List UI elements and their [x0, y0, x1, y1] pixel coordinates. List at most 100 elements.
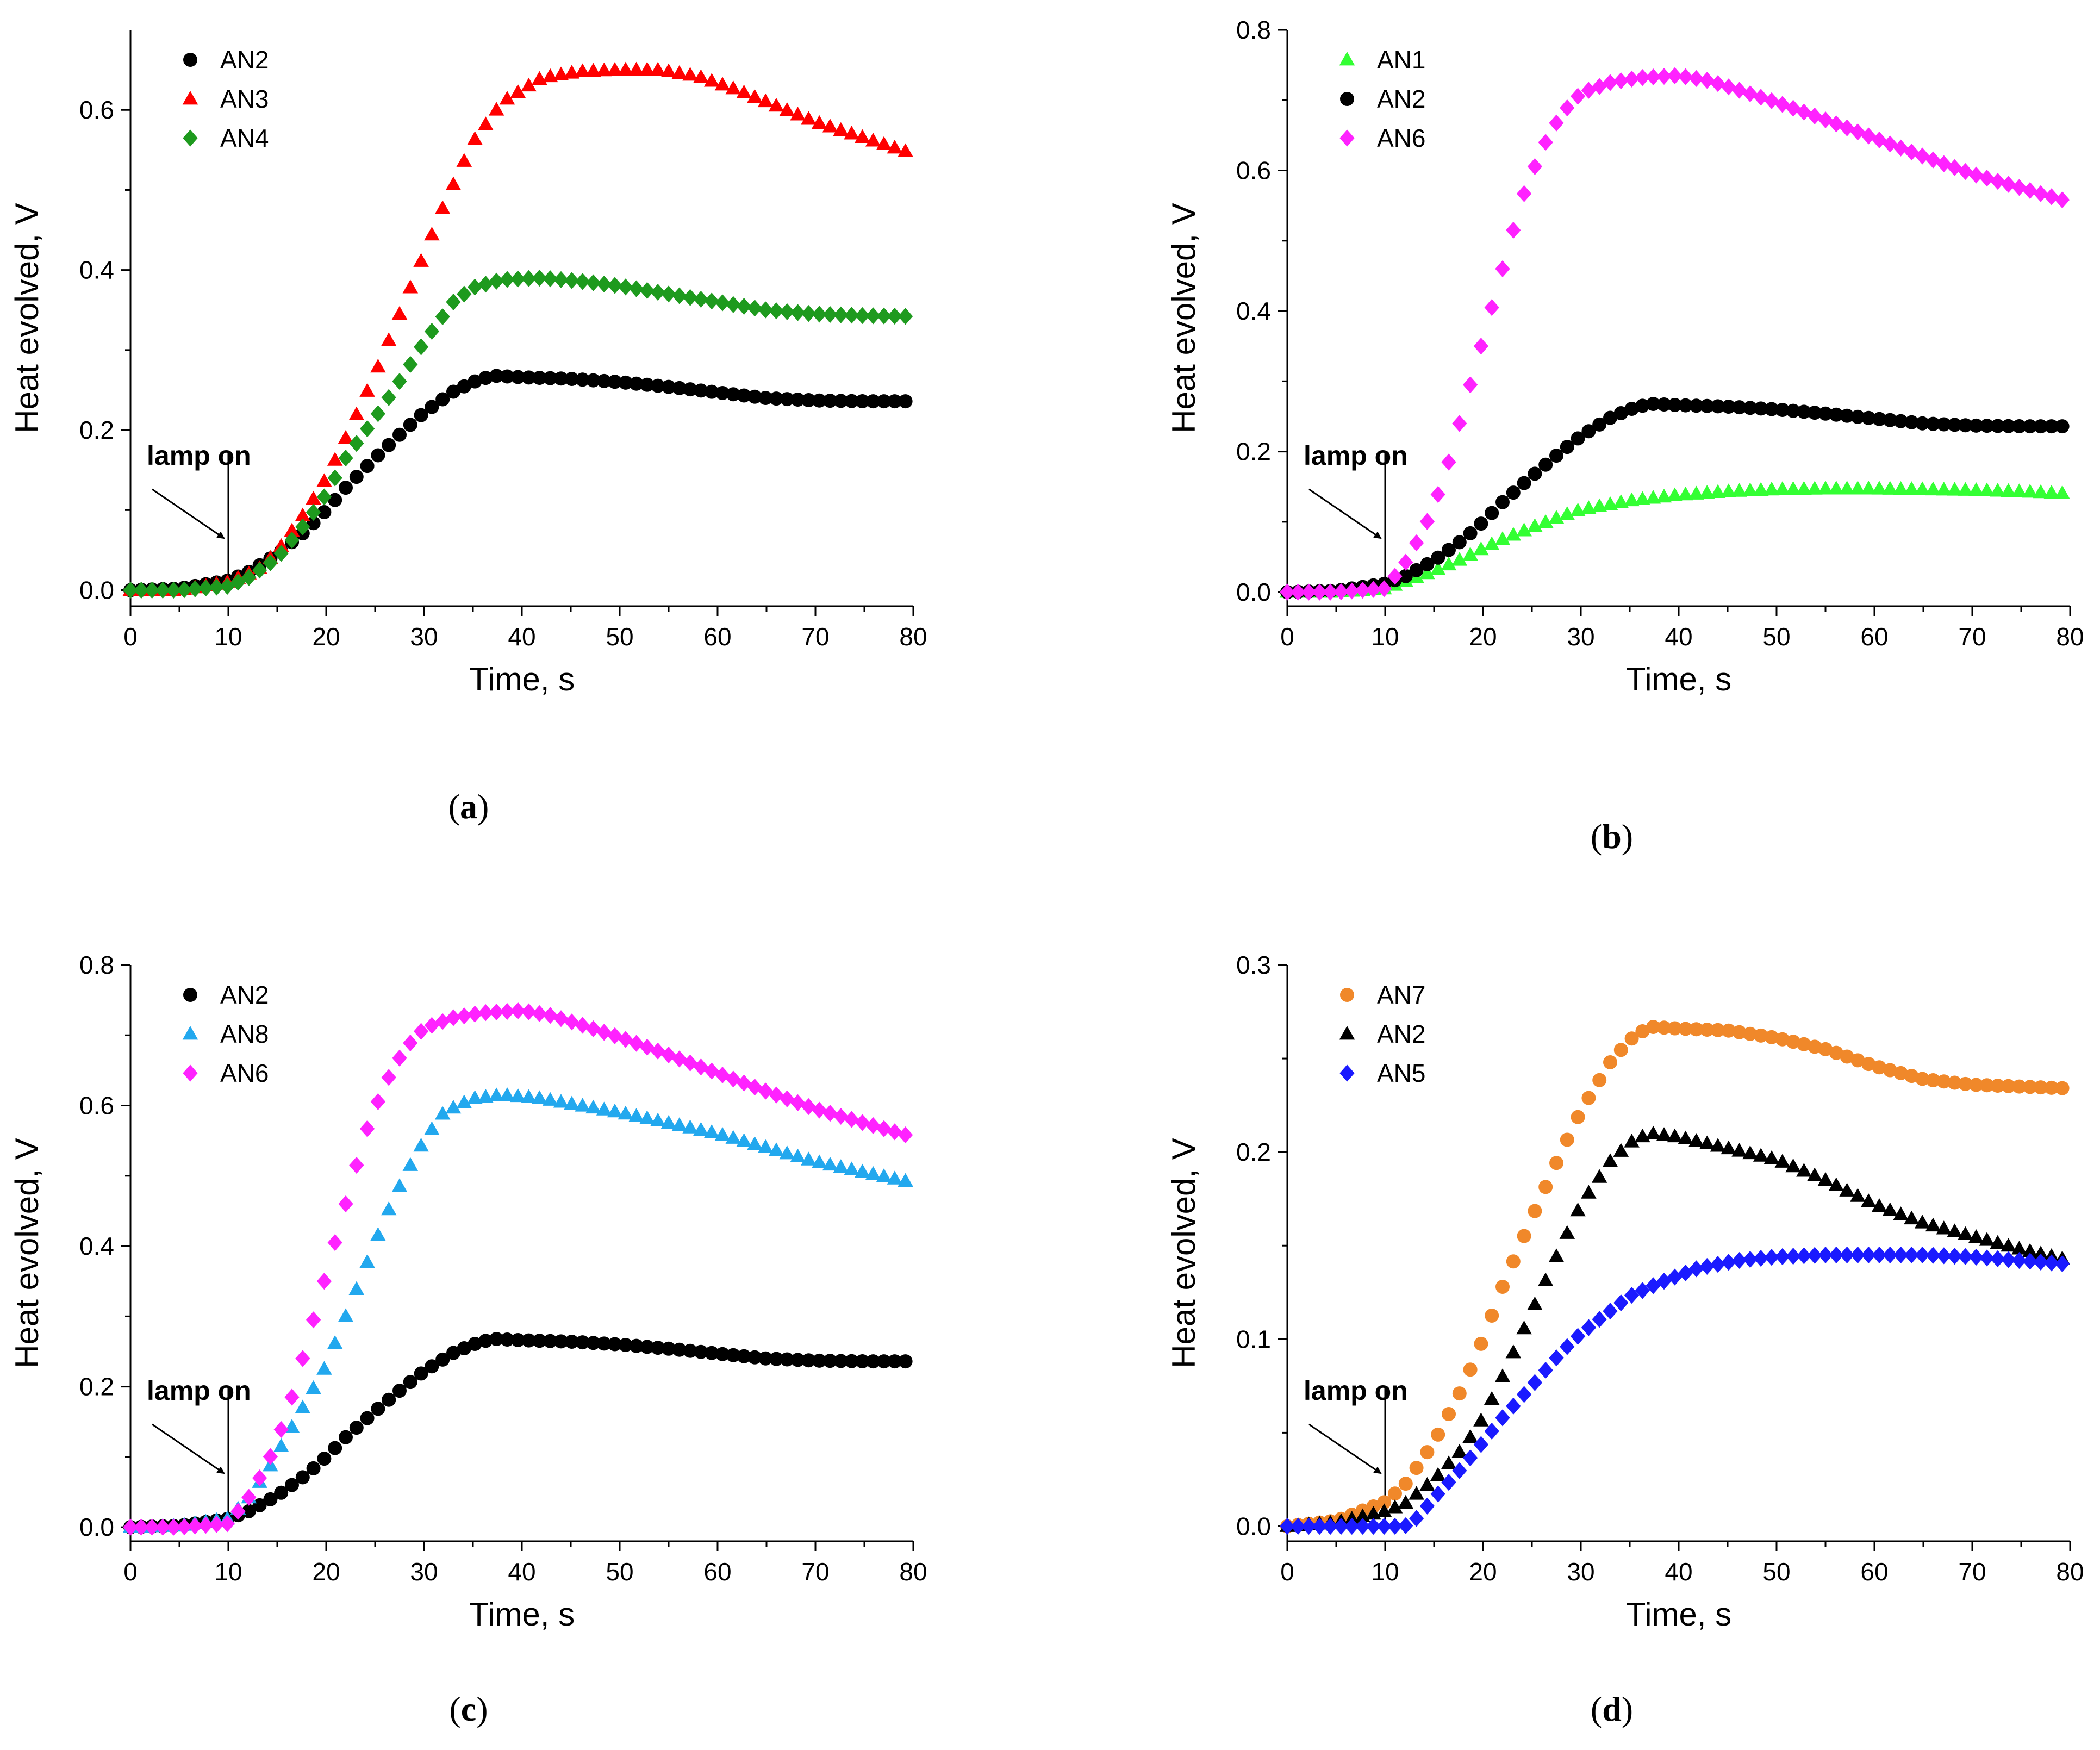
data-point: [833, 306, 849, 323]
data-point: [1915, 147, 1930, 165]
data-point: [671, 1117, 688, 1131]
data-point: [263, 554, 278, 571]
data-point: [382, 1392, 396, 1407]
data-point: [1505, 1344, 1522, 1359]
data-point: [1990, 172, 2005, 190]
data-point: [1333, 583, 1349, 601]
data-point: [1797, 404, 1811, 419]
data-point: [1904, 1210, 1920, 1225]
data-point: [1527, 158, 1543, 176]
data-point: [1850, 409, 1865, 424]
data-point: [726, 1348, 740, 1362]
data-point: [295, 507, 311, 521]
data-point: [489, 1003, 504, 1021]
data-point: [1861, 127, 1876, 145]
data-point: [2044, 419, 2059, 434]
data-point: [596, 1024, 612, 1041]
legend-marker: [1339, 52, 1355, 66]
data-point: [703, 73, 720, 87]
data-point: [747, 1350, 762, 1365]
legend-label: AN2: [220, 981, 269, 1009]
data-point: [564, 372, 579, 387]
chart-panel-b: 0 10 20 30 40 50 60 70 80 0.0 0.2 0.4 0.6 0.8 Time, s H…: [1166, 16, 2084, 856]
data-point: [1431, 1427, 1445, 1442]
chart-panel-c: 0 10 20 30 40 50 60 70 80 0.0 0.2 0.4 0.6 0.8 Time, s H…: [9, 951, 927, 1728]
data-point: [349, 1421, 364, 1435]
data-point: [2044, 1254, 2059, 1272]
data-point: [618, 278, 633, 296]
data-point: [1936, 417, 1951, 432]
data-point: [747, 300, 763, 317]
data-point: [683, 1343, 697, 1358]
data-point: [1613, 406, 1628, 421]
data-point: [661, 285, 676, 303]
data-point: [1925, 1247, 1941, 1264]
data-point: [736, 1074, 752, 1092]
data-point: [510, 270, 526, 288]
data-point: [1463, 1362, 1478, 1377]
y-tick-label: 0.2: [1236, 1138, 1271, 1166]
data-point: [295, 518, 310, 535]
data-point: [316, 473, 332, 487]
data-point: [1904, 1246, 1920, 1264]
data-point: [662, 1341, 676, 1356]
data-point: [1785, 1248, 1801, 1265]
data-point: [285, 1478, 299, 1492]
data-point: [446, 1009, 461, 1026]
data-point: [1603, 1303, 1618, 1320]
data-point: [585, 63, 601, 77]
data-point: [500, 1332, 514, 1347]
data-point: [1796, 1247, 1812, 1265]
data-point: [1872, 412, 1886, 426]
data-point: [1613, 72, 1629, 90]
data-point: [457, 1341, 471, 1356]
data-point: [403, 418, 417, 432]
panel-caption: (d): [1591, 1690, 1633, 1728]
data-point: [1904, 144, 1920, 161]
data-point: [1742, 1145, 1758, 1160]
data-point: [521, 370, 536, 385]
data-point: [1657, 1020, 1671, 1035]
legend-label: AN3: [220, 85, 269, 113]
data-point: [650, 1042, 665, 1060]
data-point: [876, 1120, 892, 1137]
data-point: [628, 61, 644, 76]
data-point: [1850, 1246, 1866, 1264]
data-point: [1958, 1248, 1973, 1266]
data-point: [618, 1105, 634, 1120]
legend-label: AN6: [1377, 124, 1425, 152]
data-point: [402, 1157, 419, 1171]
data-point: [682, 1119, 698, 1134]
data-point: [1581, 1319, 1597, 1336]
data-point: [2033, 1253, 2048, 1271]
data-point: [306, 503, 321, 521]
data-point: [1786, 1035, 1800, 1049]
data-point: [1431, 550, 1445, 565]
data-point: [2044, 188, 2059, 205]
data-point: [1861, 410, 1876, 425]
data-point: [381, 389, 396, 406]
y-tick-label: 0.6: [79, 1092, 114, 1120]
data-point: [1818, 1246, 1833, 1264]
data-point: [532, 269, 547, 287]
data-point: [1731, 82, 1747, 99]
data-point: [725, 1130, 741, 1144]
data-point: [489, 369, 504, 383]
data-point: [1936, 482, 1952, 496]
data-point: [359, 383, 375, 397]
data-point: [1441, 1473, 1456, 1491]
x-tick-label: 80: [2056, 1558, 2084, 1586]
data-point: [457, 285, 472, 303]
data-point: [338, 1308, 354, 1322]
data-point: [801, 305, 817, 322]
data-point: [898, 308, 913, 325]
data-point: [1817, 1172, 1834, 1186]
data-point: [887, 140, 903, 154]
y-axis-title: Heat evolved, V: [9, 1138, 45, 1368]
data-point: [478, 1004, 494, 1022]
data-point: [1710, 484, 1726, 498]
data-point: [1516, 522, 1532, 537]
data-point: [639, 61, 655, 76]
data-point: [348, 406, 365, 421]
